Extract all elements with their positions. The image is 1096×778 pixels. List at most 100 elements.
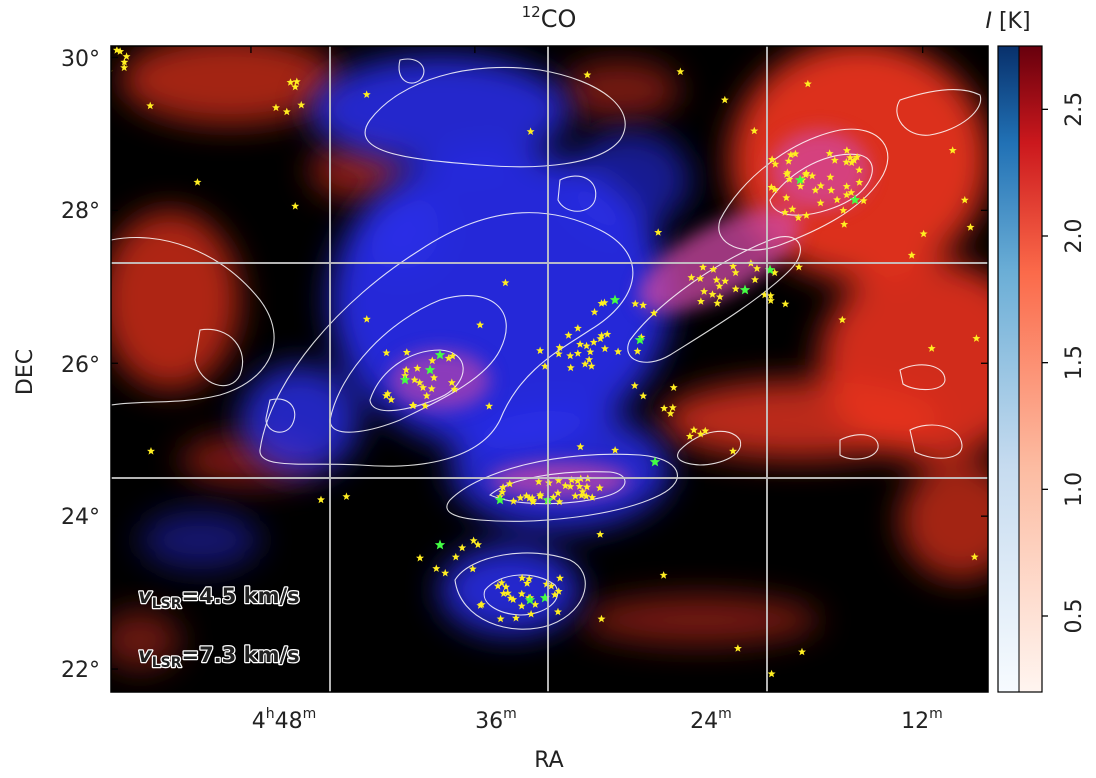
yso-star-marker xyxy=(317,495,325,504)
yso-star-marker xyxy=(659,571,668,579)
colorbar-tick-label-1: 1.0 xyxy=(1062,472,1087,507)
yso-star-marker xyxy=(577,491,586,499)
yso-star-marker xyxy=(502,582,510,591)
yso-star-marker xyxy=(575,482,584,490)
yso-star-marker xyxy=(766,291,775,300)
colorbar-red-strip xyxy=(1019,46,1042,692)
yso-star-marker xyxy=(501,278,510,287)
yso-star-marker xyxy=(639,391,648,400)
yso-star-marker xyxy=(282,107,291,116)
yso-star-marker xyxy=(387,395,396,404)
yso-star-marker xyxy=(499,589,508,597)
x-tick-label-4h48m: 4h48m xyxy=(252,706,317,734)
yso-star-marker xyxy=(576,340,585,348)
yso-star-marker xyxy=(827,186,836,194)
yso-star-marker xyxy=(383,389,392,398)
yso-star-marker xyxy=(751,275,759,284)
yso-star-marker xyxy=(842,190,851,199)
yso-star-marker xyxy=(427,384,436,393)
yso-star-marker xyxy=(696,274,705,282)
yso-star-marker xyxy=(554,349,563,358)
yso-star-marker xyxy=(493,581,502,590)
yso-star-marker xyxy=(555,343,564,351)
yso-star-marker xyxy=(416,553,424,562)
yso-star-marker xyxy=(112,46,121,54)
colorbar-ticks: 0.5 1.0 1.5 2.0 2.5 xyxy=(1042,92,1087,634)
yso-star-marker xyxy=(611,446,620,454)
green-star-marker xyxy=(764,264,776,275)
yso-star-marker xyxy=(413,364,422,372)
yso-star-marker xyxy=(784,157,793,165)
yso-star-marker xyxy=(709,265,718,273)
yso-star-marker xyxy=(499,483,508,491)
green-star-marker xyxy=(794,174,806,185)
yso-star-marker xyxy=(633,347,642,355)
yso-star-marker xyxy=(566,363,575,372)
yso-star-marker xyxy=(116,47,125,55)
yso-star-marker xyxy=(410,375,419,384)
yso-star-marker xyxy=(485,402,494,410)
yso-star-marker xyxy=(660,404,669,412)
yso-star-marker xyxy=(630,381,639,390)
yso-star-marker xyxy=(721,276,730,285)
green-star-marker xyxy=(634,334,646,345)
yso-star-marker xyxy=(566,482,575,490)
yso-star-marker xyxy=(794,262,803,271)
yso-star-marker xyxy=(785,175,794,183)
yso-star-marker xyxy=(582,341,591,350)
y-tick-label-26: 26° xyxy=(61,353,100,378)
yso-star-marker xyxy=(701,426,710,435)
green-star-marker xyxy=(524,594,536,605)
yso-star-marker xyxy=(549,493,558,501)
yso-star-marker xyxy=(855,178,864,186)
yso-star-marker xyxy=(842,146,851,154)
yso-star-marker xyxy=(588,493,597,501)
yso-star-marker xyxy=(842,158,851,166)
green-star-marker xyxy=(434,539,446,550)
yso-star-marker xyxy=(596,530,605,538)
legend-blue-velocity: vLSR=4.5 km/s xyxy=(138,584,300,612)
yso-star-marker xyxy=(842,182,851,190)
yso-star-marker xyxy=(666,409,675,417)
yso-star-marker xyxy=(596,334,605,343)
yso-star-marker xyxy=(816,198,825,207)
yso-star-marker xyxy=(782,170,791,178)
yso-star-marker xyxy=(458,543,467,552)
yso-star-marker xyxy=(554,587,563,595)
green-star-marker xyxy=(609,294,621,305)
yso-star-marker xyxy=(450,385,459,393)
yso-star-marker xyxy=(505,479,514,488)
yso-star-marker xyxy=(147,447,155,455)
yso-star-marker xyxy=(193,178,202,186)
yso-star-marker xyxy=(614,347,623,356)
yso-star-marker xyxy=(382,348,391,357)
map-panel: vLSR=4.5 km/s vLSR=7.3 km/s xyxy=(110,45,989,693)
yso-star-marker xyxy=(517,589,526,598)
yso-star-marker xyxy=(708,290,717,298)
yso-star-marker xyxy=(503,588,512,597)
y-tick-label-24: 24° xyxy=(61,505,100,530)
yso-star-marker xyxy=(120,63,129,72)
yso-star-marker xyxy=(700,287,709,295)
green-star-marker xyxy=(539,592,551,603)
yso-star-marker xyxy=(555,497,564,506)
yso-star-marker xyxy=(474,540,482,549)
y-tick-label-22: 22° xyxy=(61,658,100,683)
yso-star-marker xyxy=(564,331,573,339)
yso-star-marker xyxy=(586,347,595,356)
yso-star-marker xyxy=(712,275,721,284)
yso-star-marker xyxy=(506,594,515,602)
yso-star-marker xyxy=(715,292,724,301)
yso-star-marker xyxy=(654,228,663,236)
magenta-overlap-layer xyxy=(390,130,870,498)
yso-star-marker xyxy=(590,307,599,316)
yso-star-marker xyxy=(750,126,759,135)
yso-star-marker xyxy=(522,491,531,500)
yso-star-marker xyxy=(767,669,776,678)
colorbar-blue-strip xyxy=(998,46,1019,692)
yso-star-marker xyxy=(603,330,612,338)
yso-star-marker xyxy=(430,373,438,382)
yso-star-marker xyxy=(970,552,979,561)
yso-star-marker xyxy=(573,349,582,357)
colorbar: I [K] 0.5 1.0 1.5 2.0 2.5 xyxy=(985,9,1087,693)
